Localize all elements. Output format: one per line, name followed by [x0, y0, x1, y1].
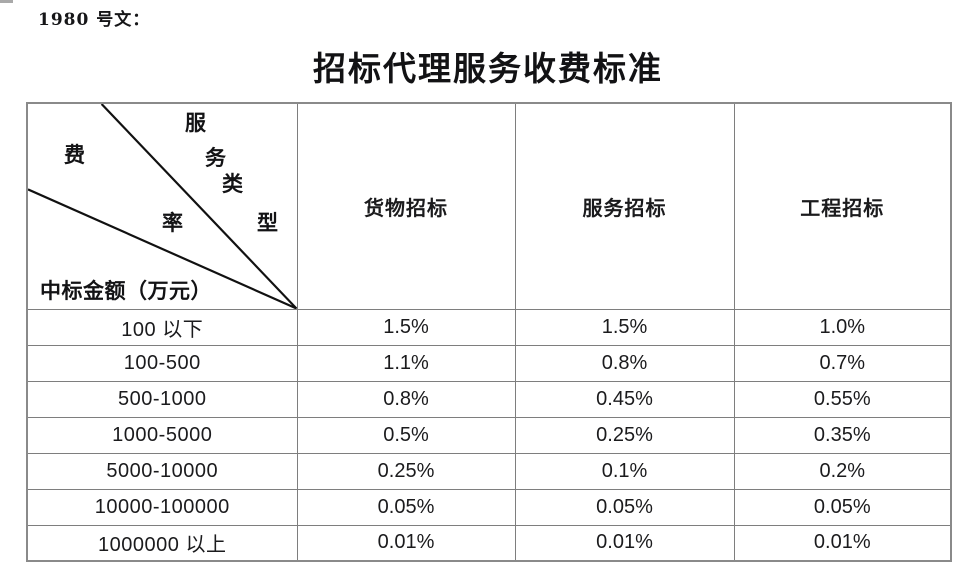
- column-header-goods: 货物招标: [296, 102, 516, 310]
- row-label-cell: 1000-5000: [26, 416, 298, 454]
- row-label-cell: 100-500: [26, 344, 298, 382]
- fee-value-cell: 0.05%: [296, 488, 516, 526]
- fee-value-cell: 0.8%: [514, 344, 735, 382]
- table-row: 500-1000 0.8% 0.45% 0.55%: [26, 380, 952, 418]
- table-row: 1000-5000 0.5% 0.25% 0.35%: [26, 416, 952, 454]
- table-row: 100 以下 1.5% 1.5% 1.0%: [26, 308, 952, 346]
- fee-value-cell: 0.5%: [296, 416, 516, 454]
- fee-value-cell: 0.01%: [733, 524, 952, 562]
- table-row: 100-500 1.1% 0.8% 0.7%: [26, 344, 952, 382]
- fee-value-cell: 1.1%: [296, 344, 516, 382]
- diagonal-lines: [28, 104, 297, 309]
- row-label-cell: 500-1000: [26, 380, 298, 418]
- diag-label-bid-amount: 中标金额（万元）: [40, 278, 212, 303]
- doc-number: 1980 号文：: [38, 10, 151, 30]
- fee-value-cell: 0.7%: [733, 344, 952, 382]
- diag-label-service-type-char-4: 型: [257, 210, 278, 235]
- table-row: 1000000 以上 0.01% 0.01% 0.01%: [26, 524, 952, 562]
- fee-value-cell: 0.1%: [514, 452, 735, 490]
- column-header-service: 服务招标: [514, 102, 735, 310]
- fee-value-cell: 0.01%: [514, 524, 735, 562]
- diag-label-rate-char-2: 率: [162, 210, 183, 235]
- fee-value-cell: 0.45%: [514, 380, 735, 418]
- page-title: 招标代理服务收费标准: [313, 49, 663, 88]
- column-header-engineering: 工程招标: [733, 102, 952, 310]
- fee-value-cell: 0.01%: [296, 524, 516, 562]
- table-header-row: 服 务 类 型 费 率 中标金额（万元） 货物招标 服务招标 工程招标: [26, 102, 952, 310]
- fee-value-cell: 1.5%: [296, 308, 516, 346]
- fee-value-cell: 1.0%: [733, 308, 952, 346]
- row-label-cell: 1000000 以上: [26, 524, 298, 562]
- table-row: 10000-100000 0.05% 0.05% 0.05%: [26, 488, 952, 526]
- fee-value-cell: 0.25%: [296, 452, 516, 490]
- diag-label-rate-char-1: 费: [64, 142, 85, 167]
- fee-value-cell: 0.55%: [733, 380, 952, 418]
- fee-value-cell: 0.2%: [733, 452, 952, 490]
- row-label-cell: 5000-10000: [26, 452, 298, 490]
- screenshot-edge-artifact: [0, 0, 13, 3]
- row-label-cell: 100 以下: [26, 308, 298, 346]
- fee-value-cell: 0.25%: [514, 416, 735, 454]
- fee-value-cell: 0.8%: [296, 380, 516, 418]
- diag-label-service-type-char-3: 类: [222, 171, 243, 196]
- diagonal-header-cell: 服 务 类 型 费 率 中标金额（万元）: [26, 102, 298, 310]
- fee-standard-table: 服 务 类 型 费 率 中标金额（万元） 货物招标 服务招标 工程招标 100 …: [26, 102, 952, 562]
- diag-label-service-type-char-2: 务: [205, 145, 226, 170]
- table-row: 5000-10000 0.25% 0.1% 0.2%: [26, 452, 952, 490]
- fee-value-cell: 0.35%: [733, 416, 952, 454]
- diag-label-service-type-char-1: 服: [185, 110, 206, 135]
- fee-value-cell: 1.5%: [514, 308, 735, 346]
- row-label-cell: 10000-100000: [26, 488, 298, 526]
- fee-value-cell: 0.05%: [733, 488, 952, 526]
- fee-value-cell: 0.05%: [514, 488, 735, 526]
